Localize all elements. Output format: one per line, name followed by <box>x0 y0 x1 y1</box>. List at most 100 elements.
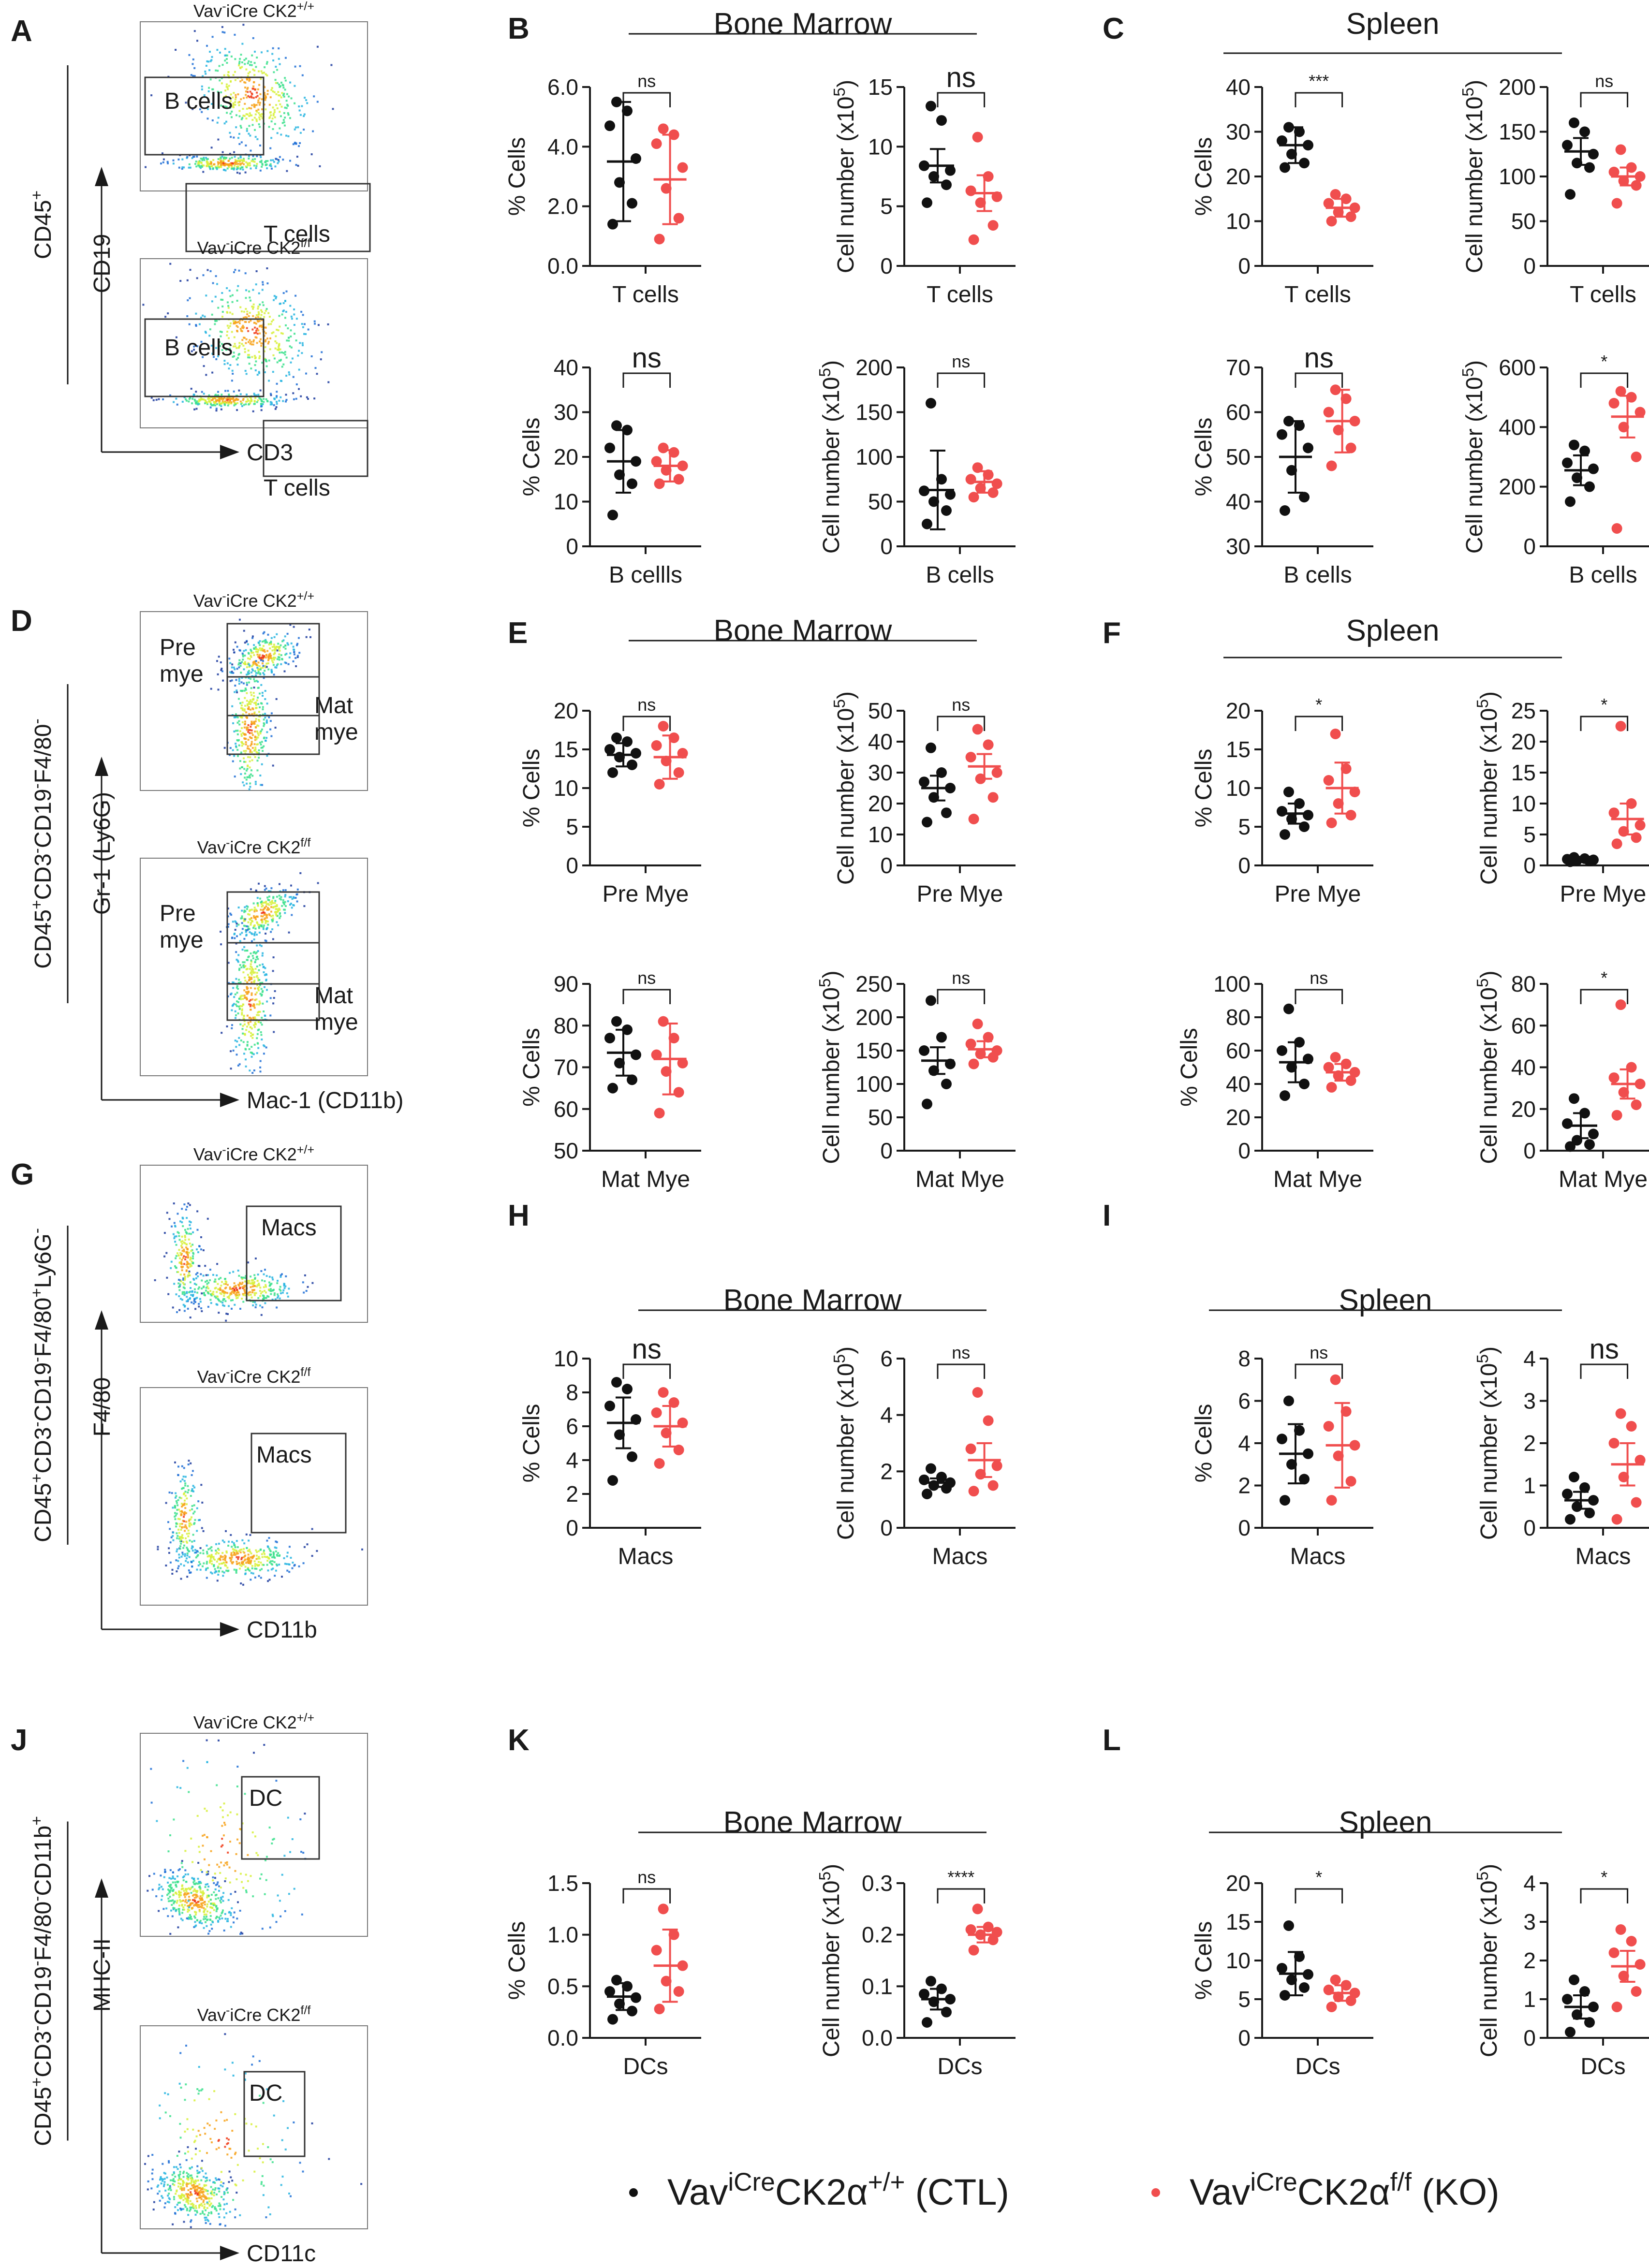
event-dot <box>202 314 204 317</box>
event-cloud <box>147 1739 307 1935</box>
event-dot <box>241 727 243 729</box>
event-dot <box>263 656 265 658</box>
event-dot <box>235 94 237 96</box>
event-dot <box>265 62 268 65</box>
event-dot <box>233 1289 236 1292</box>
event-dot <box>234 993 236 995</box>
event-dot <box>195 1284 197 1286</box>
event-dot <box>275 1921 278 1923</box>
event-dot <box>271 901 273 903</box>
event-dot <box>216 1291 218 1293</box>
data-point <box>622 105 633 117</box>
event-dot <box>250 737 253 739</box>
event-dot <box>236 730 239 732</box>
event-dot <box>232 1561 235 1563</box>
event-dot <box>234 1553 236 1556</box>
event-dot <box>169 263 172 265</box>
event-dot <box>285 653 288 655</box>
event-dot <box>284 912 286 914</box>
event-dot <box>292 143 294 146</box>
event-dot <box>221 1032 223 1034</box>
event-dot <box>226 331 229 333</box>
event-dot <box>177 1875 179 1877</box>
event-dot <box>216 1883 219 1886</box>
event-dot <box>252 1301 254 1303</box>
event-dot <box>276 403 278 405</box>
event-dot <box>244 688 247 689</box>
event-dot <box>163 1876 165 1878</box>
event-dot <box>209 1547 211 1550</box>
event-dot <box>251 759 253 761</box>
event-dot <box>179 1273 182 1276</box>
event-dot <box>187 1900 190 1902</box>
event-dot <box>277 1894 279 1897</box>
event-dot <box>226 54 228 57</box>
event-dot <box>186 2175 189 2178</box>
event-dot <box>168 1547 170 1550</box>
event-dot <box>267 1288 270 1291</box>
event-dot <box>192 2187 195 2189</box>
event-dot <box>218 1917 221 1918</box>
event-dot <box>214 2206 216 2209</box>
event-dot <box>217 391 219 393</box>
event-dot <box>183 1263 185 1265</box>
event-dot <box>301 342 304 344</box>
event-dot <box>256 934 258 936</box>
event-dot <box>250 1579 252 1581</box>
plot-frame <box>140 1733 368 1937</box>
event-dot <box>258 1557 261 1560</box>
event-dot <box>192 1253 195 1255</box>
event-dot <box>220 160 222 162</box>
event-dot <box>246 717 248 719</box>
event-dot <box>231 1307 233 1310</box>
event-dot <box>247 921 250 923</box>
event-dot <box>258 1000 261 1003</box>
event-dot <box>225 54 227 57</box>
event-dot <box>177 1282 180 1285</box>
event-dot <box>231 1562 234 1565</box>
event-dot <box>248 399 250 402</box>
event-dot <box>250 652 252 654</box>
event-dot <box>252 968 254 971</box>
event-dot <box>150 1768 152 1770</box>
event-dot <box>255 118 258 121</box>
event-dot <box>255 360 257 363</box>
plot-title: Vav-iCre CK2f/f <box>197 236 311 258</box>
data-point <box>658 123 669 134</box>
event-dot <box>292 392 294 395</box>
event-dot <box>213 2192 216 2194</box>
event-dot <box>203 1918 205 1920</box>
event-dot <box>257 950 259 952</box>
event-dot <box>296 643 299 645</box>
event-dot <box>361 1548 363 1551</box>
event-dot <box>227 907 229 910</box>
event-dot <box>150 2187 153 2190</box>
event-dot <box>151 2178 154 2180</box>
event-dot <box>260 2183 263 2185</box>
event-dot <box>187 2202 190 2205</box>
event-dot <box>184 2204 186 2206</box>
event-dot <box>246 130 248 132</box>
event-dot <box>248 290 250 293</box>
event-dot <box>282 363 285 366</box>
x-axis-label: T cells <box>612 282 679 307</box>
event-dot <box>243 784 245 787</box>
event-dot <box>236 1040 238 1043</box>
event-dot <box>185 398 187 400</box>
event-dot <box>265 1286 267 1288</box>
event-dot <box>221 1809 224 1812</box>
event-dot <box>233 1911 236 1914</box>
event-dot <box>239 393 242 395</box>
event-dot <box>257 743 259 746</box>
event-dot <box>175 1514 177 1517</box>
event-dot <box>194 1549 196 1551</box>
event-dot <box>231 1027 233 1029</box>
event-dot <box>228 1911 230 1914</box>
event-dot <box>254 731 256 732</box>
event-dot <box>259 1066 262 1068</box>
event-dot <box>253 917 255 919</box>
event-dot <box>219 330 221 333</box>
event-dot <box>248 1024 250 1026</box>
event-dot <box>184 1484 187 1487</box>
event-dot <box>260 403 263 405</box>
